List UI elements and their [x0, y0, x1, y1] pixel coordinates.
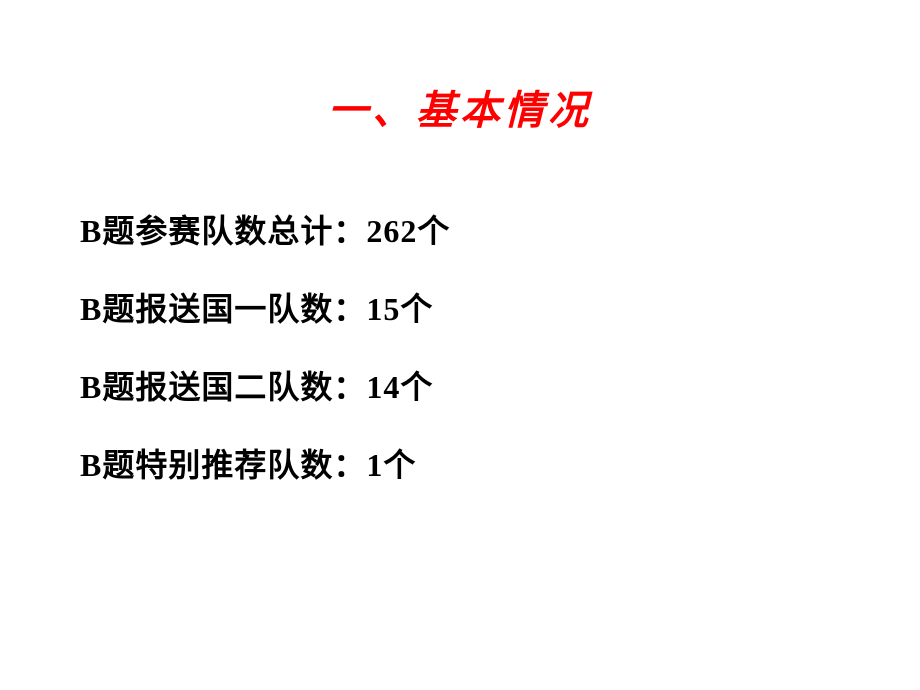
content-area: B题参赛队数总计：262个 B题报送国一队数：15个 B题报送国二队数：14个 …: [0, 136, 920, 486]
section-title: 一、基本情况: [0, 78, 920, 136]
stat-line-total-teams: B题参赛队数总计：262个: [80, 206, 920, 252]
slide-container: 一、基本情况 B题参赛队数总计：262个 B题报送国一队数：15个 B题报送国二…: [0, 0, 920, 690]
stat-line-national-first: B题报送国一队数：15个: [80, 284, 920, 330]
stat-line-national-second: B题报送国二队数：14个: [80, 362, 920, 408]
stat-line-special-recommend: B题特别推荐队数：1个: [80, 440, 920, 486]
